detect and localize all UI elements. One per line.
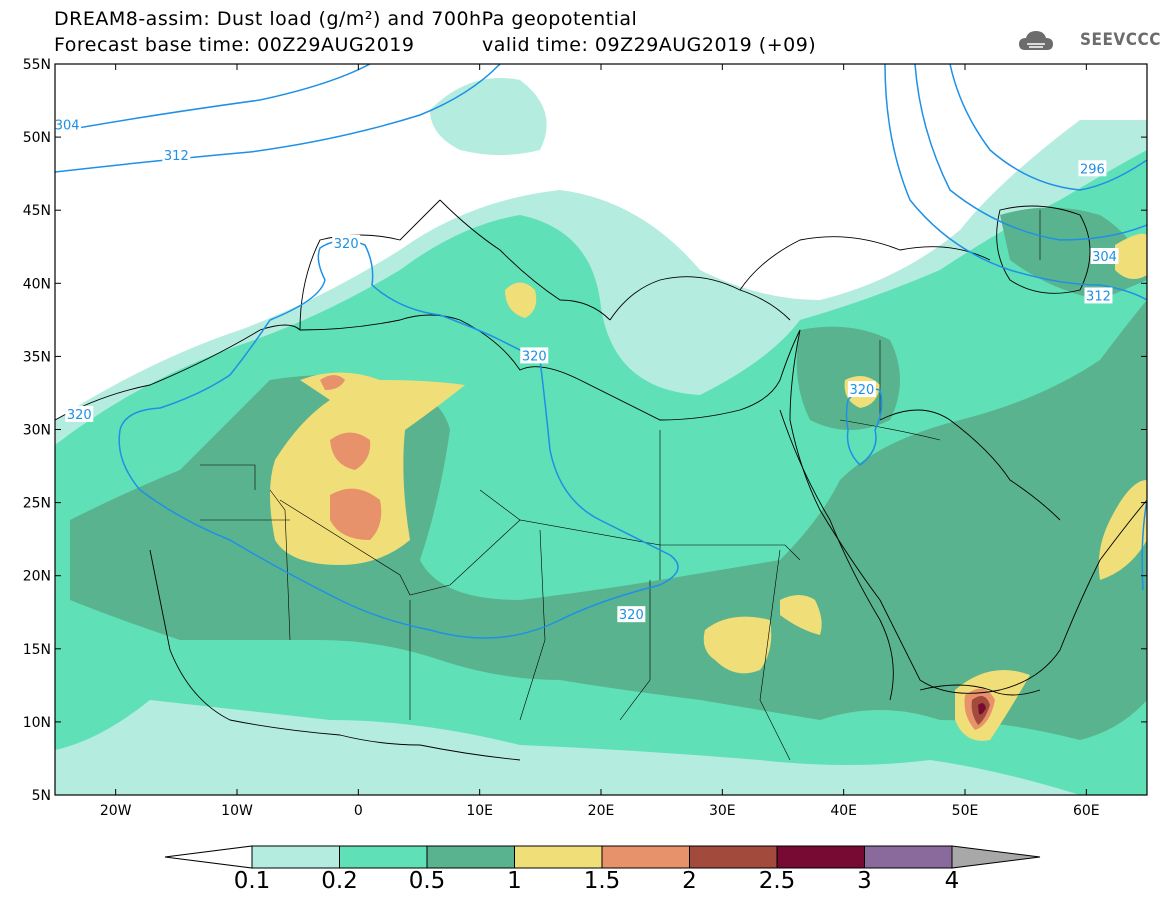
lon-label: 20E (588, 803, 615, 819)
contour-label-bg (520, 347, 549, 364)
contour-label: 320 (67, 408, 92, 423)
lat-label: 10N (23, 715, 51, 731)
dust-region-high-sardinia (505, 282, 537, 318)
dust-region-peak-somalia (978, 703, 986, 715)
contour-label-bg (332, 234, 361, 251)
lon-label: 60E (1073, 803, 1100, 819)
lon-label: 50E (952, 803, 979, 819)
colorbar-label: 0.1 (233, 868, 271, 894)
contour-label: 312 (1086, 289, 1111, 304)
map-title: DREAM8-assim: Dust load (g/m²) and 700hP… (54, 8, 638, 30)
colorbar-label: 1.5 (583, 868, 621, 894)
lon-label: 40E (830, 803, 857, 819)
dust-region-dense-north (796, 326, 900, 430)
lon-label: 20W (100, 803, 132, 819)
colorbar (164, 845, 1041, 869)
logo-text: SEEVCCC (1080, 30, 1161, 50)
lat-label: 45N (23, 203, 51, 219)
cloud-icon (1019, 31, 1053, 50)
colorbar-segment (251, 845, 340, 869)
contour-label: 320 (522, 349, 547, 364)
contour-312-west (55, 64, 501, 173)
dust-region-veryhigh-sahara2 (330, 488, 382, 540)
contour-label: 304 (55, 118, 80, 133)
dust-region-high-sahara (270, 372, 465, 565)
lon-label: 10W (221, 803, 253, 819)
contour-label: 312 (164, 149, 189, 164)
lat-label: 35N (23, 349, 51, 365)
country-borders (200, 210, 1041, 761)
contour-304-east (914, 64, 1147, 241)
dust-region-veryhigh-sahara3 (320, 375, 345, 390)
contour-label-bg (847, 381, 876, 398)
contour-label-bg (162, 147, 191, 164)
dust-region-high-ethiopia (780, 595, 822, 635)
lat-label: 20N (23, 569, 51, 585)
lon-label: 0 (354, 803, 363, 819)
colorbar-label: 0.5 (408, 868, 446, 894)
colorbar-segment (689, 845, 778, 869)
contour-label: 320 (619, 608, 644, 623)
lat-label: 40N (23, 276, 51, 292)
contour-label-bg (65, 405, 94, 422)
contour-304-west (55, 64, 371, 133)
longitude-axis: 20W 10W 0 10E 20E 30E 40E 50E 60E (100, 64, 1100, 819)
dust-region-light-north (430, 78, 547, 155)
lat-label: 15N (23, 642, 51, 658)
contour-label-bg (1084, 287, 1113, 304)
lat-label: 55N (23, 57, 51, 73)
colorbar-segment (601, 845, 690, 869)
contour-320-iberia (118, 239, 679, 639)
contour-label-bg (1090, 247, 1119, 264)
lat-label: 5N (32, 788, 51, 804)
lat-label: 50N (23, 130, 51, 146)
colorbar-label: 3 (857, 868, 872, 894)
colorbar-label: 4 (944, 868, 960, 894)
contour-label-bg (1078, 160, 1107, 177)
contour-label: 296 (1080, 162, 1105, 177)
contour-320-iraq (845, 388, 883, 466)
colorbar-segment (426, 845, 515, 869)
contour-312-east (884, 64, 1147, 301)
valid-time: valid time: 09Z29AUG2019 (+09) (482, 34, 817, 56)
contour-labels: 304 312 320 320 320 320 320 296 304 312 (53, 116, 1119, 623)
contour-label: 320 (849, 383, 874, 398)
forecast-base-time: Forecast base time: 00Z29AUG2019 (54, 34, 415, 56)
colorbar-label: 1 (507, 868, 522, 894)
colorbar-label: 2 (682, 868, 697, 894)
coastlines (55, 199, 1147, 761)
dust-region-high-sudan (703, 616, 772, 674)
contour-label-bg (53, 116, 82, 133)
lon-label: 30E (709, 803, 736, 819)
dust-region-veryhigh-sahara (330, 432, 371, 470)
contour-label: 320 (334, 237, 359, 252)
lat-label: 25N (23, 496, 51, 512)
colorbar-segment (776, 845, 865, 869)
colorbar-segment (339, 845, 428, 869)
lon-label: 10E (466, 803, 493, 819)
colorbar-label: 0.2 (321, 868, 358, 894)
dust-region-high-caspian (1115, 233, 1147, 279)
dust-fill-layer (55, 64, 1147, 795)
colorbar-segment (864, 845, 953, 869)
colorbar-overflow (951, 845, 1041, 869)
colorbar-segment (514, 845, 603, 869)
contour-label-bg (617, 606, 646, 623)
colorbar-underflow (164, 845, 253, 869)
contour-296-east (949, 64, 1147, 191)
lat-label: 30N (23, 423, 51, 439)
geopotential-contours (55, 64, 1147, 639)
latitude-axis: 55N 50N 45N 40N 35N 30N 25N 20N 15N 10N 5N (23, 57, 1147, 804)
contour-label: 304 (1092, 250, 1117, 265)
contour-320-east (1141, 499, 1147, 591)
colorbar-label: 2.5 (758, 868, 796, 894)
